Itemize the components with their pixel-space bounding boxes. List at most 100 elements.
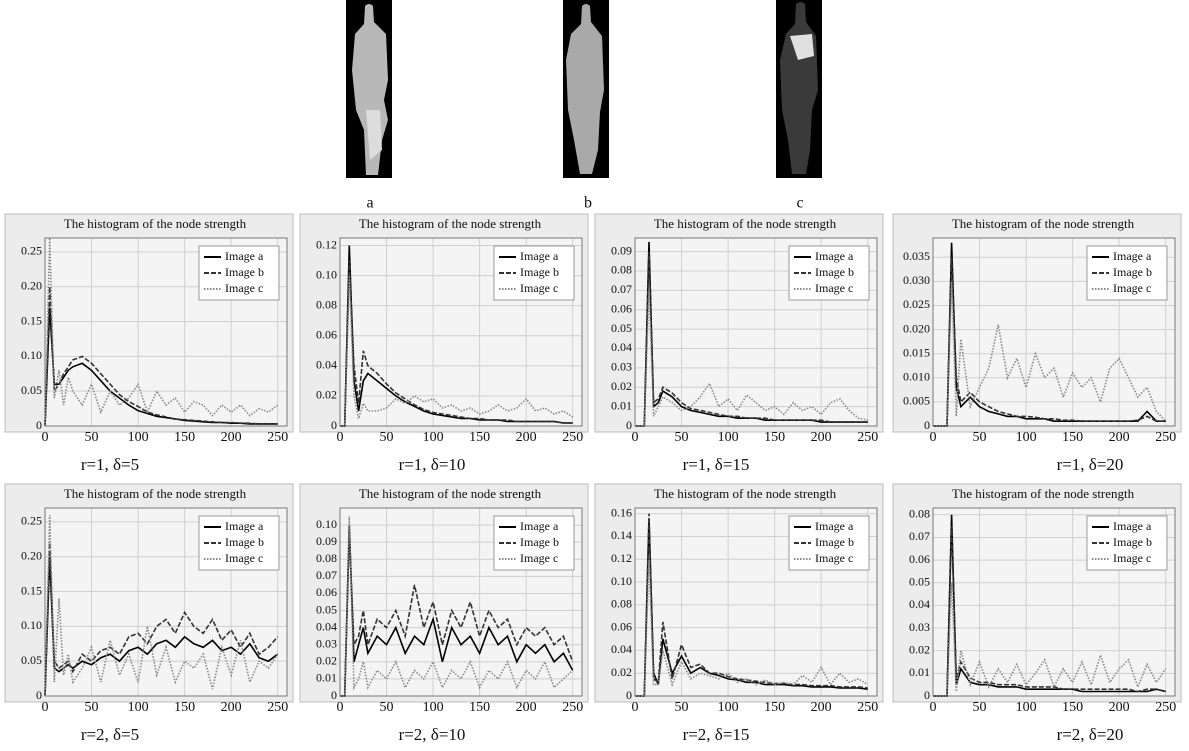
x-tick-label: 100 — [1016, 700, 1037, 715]
x-tick-label: 50 — [675, 700, 689, 715]
legend-label: Image c — [815, 551, 853, 565]
y-tick-label: 0 — [331, 688, 337, 702]
y-tick-label: 0.05 — [316, 602, 337, 616]
series-line — [933, 514, 1166, 697]
y-tick-label: 0.09 — [316, 534, 337, 548]
y-tick-label: 0.02 — [909, 642, 930, 656]
x-tick-label: 150 — [469, 700, 490, 715]
y-tick-label: 0 — [924, 688, 930, 702]
y-tick-label: 0.06 — [909, 552, 930, 566]
legend-label: Image b — [815, 535, 854, 549]
y-tick-label: 0.01 — [909, 665, 930, 679]
series-line — [635, 241, 868, 427]
y-tick-label: 0.02 — [611, 665, 632, 679]
x-tick-label: 100 — [718, 430, 739, 445]
chart: The histogram of the node strength 0 0.01 0… — [892, 483, 1182, 744]
y-tick-label: 0.10 — [21, 348, 42, 362]
y-tick-label: 0.08 — [316, 297, 337, 311]
x-tick-label: 0 — [42, 430, 49, 445]
series-line — [340, 275, 574, 427]
x-tick-label: 200 — [1109, 700, 1130, 715]
y-tick-label: 0.14 — [611, 528, 632, 542]
x-tick-label: 100 — [423, 700, 444, 715]
legend-label: Image a — [225, 249, 264, 263]
y-tick-label: 0 — [36, 688, 42, 702]
x-tick-label: 100 — [128, 430, 149, 445]
x-tick-label: 250 — [1155, 430, 1176, 445]
x-tick-label: 150 — [1062, 700, 1083, 715]
chart: The histogram of the node strength 0 0.01 0… — [299, 483, 589, 744]
y-tick-label: 0.02 — [316, 654, 337, 668]
x-tick-label: 150 — [764, 430, 785, 445]
chart: The histogram of the node strength 0 0.01 0… — [594, 213, 884, 474]
y-tick-label: 0.05 — [21, 383, 42, 397]
y-tick-label: 0 — [36, 418, 42, 432]
legend-label: Image b — [225, 535, 264, 549]
chart-caption: r=1, δ=5 — [81, 455, 139, 474]
series-line — [44, 237, 279, 427]
chart-title: The histogram of the node strength — [952, 216, 1135, 231]
x-tick-label: 100 — [423, 430, 444, 445]
legend-label: Image a — [815, 519, 854, 533]
y-tick-label: 0.03 — [611, 360, 632, 374]
y-tick-label: 0.01 — [611, 398, 632, 412]
y-tick-label: 0.06 — [611, 619, 632, 633]
y-tick-label: 0.04 — [611, 340, 632, 354]
chart-caption: r=1, δ=15 — [683, 455, 750, 474]
chart: The histogram of the node strength 0 0.02 0… — [594, 483, 884, 744]
y-tick-label: 0.03 — [316, 636, 337, 650]
y-tick-label: 0.02 — [316, 388, 337, 402]
x-tick-label: 50 — [85, 700, 99, 715]
x-tick-label: 150 — [469, 430, 490, 445]
legend-label: Image c — [1113, 551, 1151, 565]
series-line — [44, 514, 279, 697]
y-tick-label: 0.015 — [903, 345, 930, 359]
y-tick-label: 0.05 — [909, 574, 930, 588]
x-tick-label: 0 — [930, 700, 937, 715]
y-tick-label: 0.04 — [909, 597, 930, 611]
silhouette-b — [563, 0, 609, 178]
y-tick-label: 0.020 — [903, 321, 930, 335]
chart: The histogram of the node strength 0 0.005… — [892, 213, 1182, 474]
series-line — [44, 286, 278, 427]
plot-frame — [339, 237, 583, 427]
chart-caption: r=2, δ=15 — [683, 725, 750, 744]
legend-box — [198, 245, 280, 301]
legend-label: Image c — [225, 281, 263, 295]
y-tick-label: 0.030 — [903, 273, 930, 287]
y-tick-label: 0.025 — [903, 297, 930, 311]
chart-caption: r=1, δ=20 — [1057, 455, 1124, 474]
y-tick-label: 0.010 — [903, 370, 930, 384]
y-tick-label: 0 — [626, 418, 632, 432]
plot-frame — [634, 507, 878, 697]
x-tick-label: 0 — [632, 430, 639, 445]
chart-title: The histogram of the node strength — [654, 486, 837, 501]
plot-frame — [634, 237, 878, 427]
y-tick-label: 0.05 — [21, 653, 42, 667]
chart-caption: r=1, δ=10 — [399, 455, 466, 474]
series-line — [635, 559, 869, 697]
legend-label: Image a — [1113, 249, 1152, 263]
y-tick-label: 0.06 — [611, 301, 632, 315]
series-line — [44, 542, 279, 697]
x-tick-label: 200 — [516, 700, 537, 715]
chart-title: The histogram of the node strength — [359, 216, 542, 231]
legend-label: Image b — [520, 265, 559, 279]
chart-title: The histogram of the node strength — [952, 486, 1135, 501]
legend-label: Image b — [815, 265, 854, 279]
series-line — [635, 251, 868, 427]
x-tick-label: 250 — [1155, 700, 1176, 715]
y-tick-label: 0 — [924, 418, 930, 432]
x-tick-label: 250 — [562, 700, 583, 715]
x-tick-label: 200 — [1109, 430, 1130, 445]
y-tick-label: 0.08 — [611, 597, 632, 611]
image-label: c — [796, 195, 803, 212]
legend-label: Image b — [225, 265, 264, 279]
x-tick-label: 50 — [380, 700, 394, 715]
series-line — [340, 533, 574, 697]
series-line — [933, 582, 1167, 697]
y-tick-label: 0.25 — [21, 514, 42, 528]
x-tick-label: 250 — [857, 430, 878, 445]
silhouette-a — [346, 0, 392, 178]
